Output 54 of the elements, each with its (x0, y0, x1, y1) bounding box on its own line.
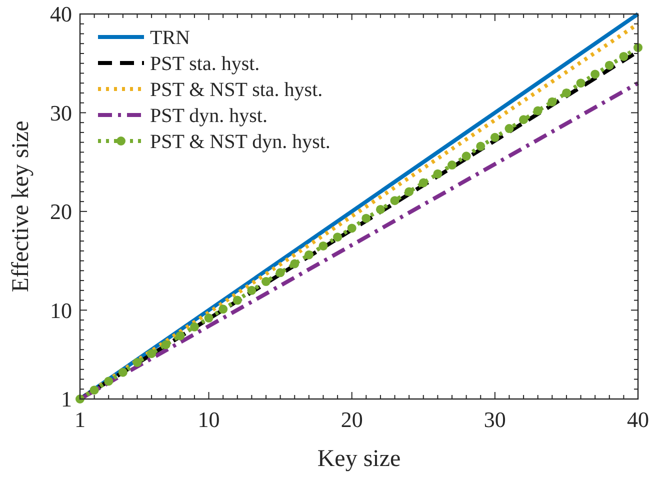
point (548, 97, 557, 106)
point (376, 204, 385, 214)
point (433, 169, 442, 178)
point (161, 340, 170, 350)
x-tick-label: 40 (627, 407, 649, 432)
point (490, 132, 500, 142)
point (448, 160, 456, 170)
point (262, 277, 270, 286)
point (619, 52, 628, 61)
point (347, 224, 356, 233)
y-tick-label: 20 (50, 199, 72, 224)
point (176, 331, 185, 340)
point (232, 296, 242, 305)
legend-label: PST & NST dyn. hyst. (150, 131, 330, 153)
point (90, 386, 99, 395)
y-axis-title: Effective key size (8, 120, 34, 292)
point (362, 214, 371, 223)
point (504, 124, 514, 134)
point (533, 106, 542, 116)
x-axis-title: Key size (317, 446, 401, 472)
point (462, 152, 471, 161)
point (333, 232, 342, 242)
legend-label: PST sta. hyst. (150, 53, 260, 75)
point (304, 250, 314, 260)
y-tick-label: 40 (50, 2, 72, 27)
x-tick-label: 20 (340, 407, 363, 432)
point (604, 60, 614, 70)
point (418, 178, 428, 188)
legend-label: PST & NST sta. hyst. (150, 79, 323, 101)
point (218, 304, 228, 314)
point (476, 142, 486, 151)
point (104, 376, 114, 386)
y-tick-label: 10 (50, 298, 72, 323)
point (390, 196, 400, 206)
point (247, 286, 256, 295)
point (118, 368, 128, 377)
point (204, 314, 214, 323)
y-tick-label: 1 (61, 386, 72, 412)
x-tick-label: 30 (484, 407, 506, 432)
legend-label: TRN (150, 27, 190, 49)
point (576, 78, 586, 88)
point (562, 88, 571, 98)
point (190, 322, 199, 332)
point (132, 358, 142, 367)
point (404, 187, 414, 196)
x-tick-label: 10 (198, 407, 220, 432)
point (290, 259, 300, 268)
legend-label: PST dyn. hyst. (150, 105, 268, 127)
point (276, 268, 285, 278)
y-tick-label: 30 (50, 100, 72, 126)
point (519, 115, 528, 124)
point (147, 349, 156, 358)
point (318, 241, 328, 250)
point (590, 70, 600, 79)
